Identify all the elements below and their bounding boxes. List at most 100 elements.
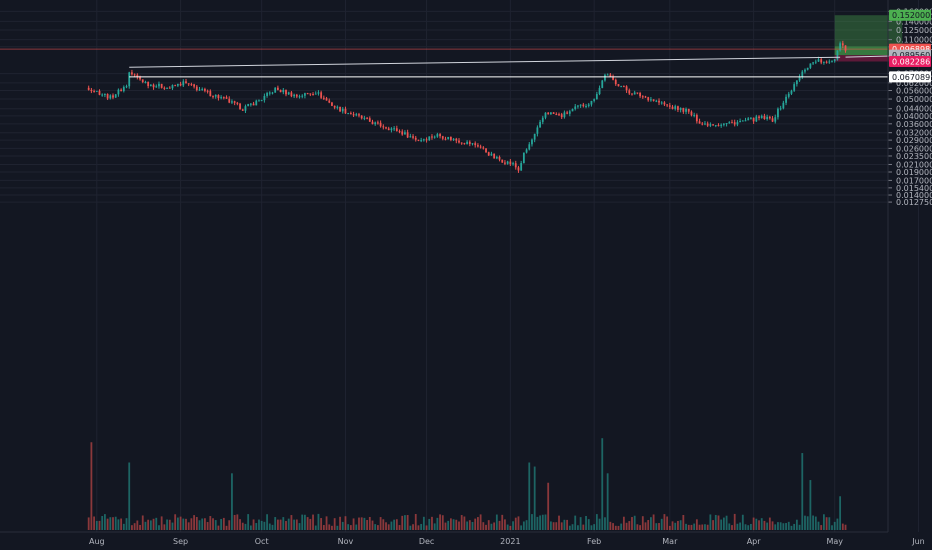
volume-bar — [314, 525, 317, 530]
volume-bar — [201, 518, 204, 530]
candle-body — [490, 153, 493, 156]
volume-bar — [520, 525, 523, 530]
candle-body — [447, 136, 450, 140]
volume-bar — [620, 523, 623, 530]
candle-body — [750, 117, 752, 119]
candle-body — [528, 144, 531, 150]
volume-bar — [563, 519, 566, 530]
volume-bar — [536, 516, 539, 530]
volume-bar — [504, 519, 506, 530]
candle-body — [539, 121, 541, 128]
candle-body — [493, 153, 496, 159]
candle-body — [582, 104, 585, 107]
volume-bar — [420, 523, 423, 530]
volume-bar — [320, 518, 323, 530]
volume-bar — [774, 524, 777, 530]
candle-body — [522, 152, 525, 164]
volume-bar — [817, 521, 820, 530]
candle-body — [382, 126, 385, 128]
candle-body — [771, 118, 774, 122]
candle-body — [95, 90, 98, 92]
candle-body — [801, 71, 804, 77]
candle-body — [814, 61, 817, 63]
volume-bar — [220, 518, 223, 530]
candle-body — [363, 117, 366, 119]
candle-body — [455, 138, 458, 141]
candle-body — [612, 76, 614, 80]
candle-body — [504, 162, 506, 164]
candle-body — [312, 94, 314, 96]
volume-bar — [814, 516, 817, 530]
candle-body — [601, 80, 604, 88]
candle-body — [201, 88, 204, 90]
volume-bar — [401, 515, 404, 530]
volume-bar — [701, 524, 704, 530]
candle-body — [633, 92, 636, 95]
candle-body — [482, 147, 485, 149]
volume-bar — [395, 519, 398, 530]
candle-body — [393, 128, 396, 130]
volume-bar — [409, 525, 412, 530]
price-axis-label: 0.015400 — [896, 184, 932, 193]
price-axis-label: 0.017000 — [896, 176, 932, 185]
candle-body — [93, 91, 95, 93]
volume-bar — [798, 524, 801, 530]
candle-body — [763, 115, 766, 120]
volume-bar — [344, 516, 347, 530]
volume-bar — [463, 516, 466, 530]
candle-body — [122, 87, 125, 92]
candle-body — [163, 87, 166, 89]
volume-bar — [668, 525, 671, 530]
volume-bar — [509, 525, 512, 530]
candle-body — [441, 136, 444, 139]
volume-bar — [204, 518, 206, 530]
candle-body — [209, 91, 212, 97]
volume-bar — [260, 520, 263, 530]
volume-bar — [171, 522, 174, 530]
candle-body — [190, 84, 193, 86]
candle-body — [606, 74, 609, 76]
volume-bar — [744, 524, 747, 530]
candle-body — [90, 89, 93, 92]
candle-body — [149, 84, 152, 87]
volume-bar — [736, 523, 739, 530]
candle-body — [739, 121, 742, 123]
volume-bar — [425, 525, 428, 530]
volume-bar — [809, 480, 812, 530]
volume-bar — [460, 515, 463, 530]
volume-bar — [452, 519, 455, 530]
drawn-lines[interactable] — [0, 48, 914, 78]
volume-bar — [358, 517, 360, 530]
volume-bar — [752, 517, 755, 530]
candle-body — [360, 115, 363, 119]
candle-body — [136, 74, 139, 77]
candle-body — [690, 111, 693, 116]
candle-body — [341, 108, 344, 112]
volume-bar — [639, 525, 641, 530]
volume-bar — [595, 514, 598, 530]
candle-body — [798, 76, 801, 81]
volume-bar — [366, 519, 368, 530]
candle-body — [471, 143, 474, 145]
volume-bar — [422, 516, 425, 530]
volume-bar — [622, 516, 625, 530]
volume-bar — [633, 515, 636, 530]
volume-bar — [544, 514, 547, 530]
volume-bar — [487, 520, 490, 530]
volume-bar — [658, 523, 660, 530]
volume-bar — [236, 514, 239, 530]
candle-body — [782, 102, 785, 109]
volume-bar — [474, 518, 477, 530]
candle-body — [347, 113, 350, 115]
time-axis[interactable]: Aug Sep Oct Nov Dec 2021 Feb Mar Apr May Jun — [0, 531, 925, 546]
candle-body — [160, 83, 163, 88]
candle-body — [433, 136, 436, 138]
candle-body — [587, 104, 590, 107]
volume-bar — [593, 524, 596, 530]
candle-body — [717, 125, 720, 127]
time-axis-label: Mar — [662, 537, 678, 546]
volume-bar — [333, 518, 336, 530]
